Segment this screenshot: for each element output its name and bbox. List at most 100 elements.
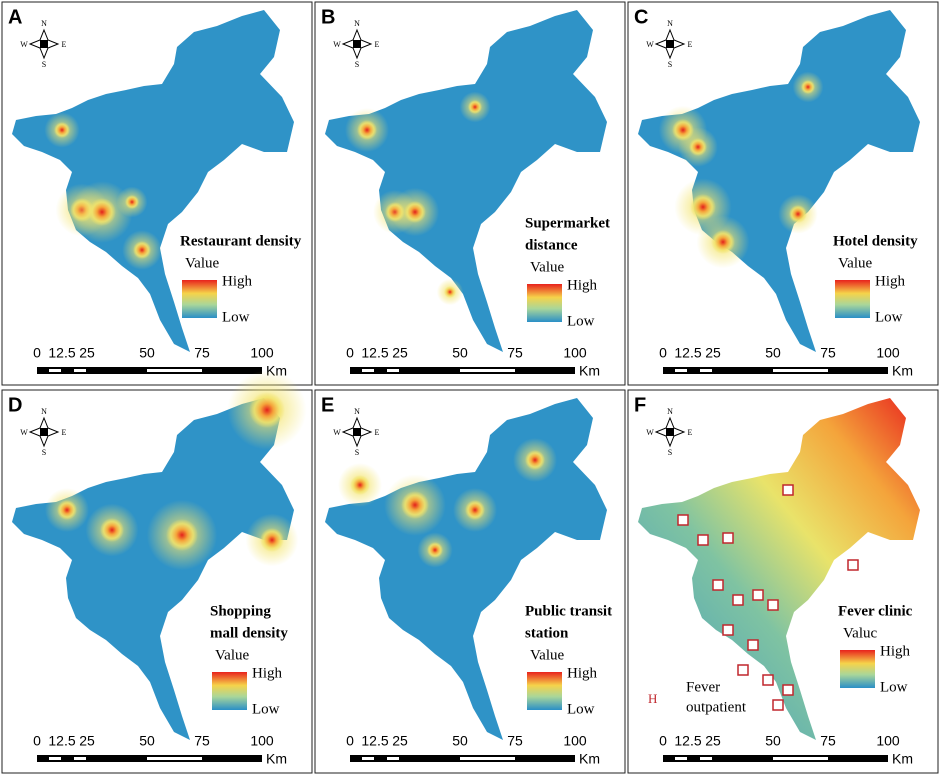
scale-label: 100: [250, 733, 274, 749]
compass-e: E: [375, 428, 380, 437]
region-map: [638, 398, 920, 740]
legend-low: Low: [222, 309, 250, 325]
legend-title: Shopping: [210, 603, 271, 619]
legend-title: station: [525, 625, 569, 641]
legend-low: Low: [875, 309, 903, 325]
marker-symbol: H: [648, 691, 657, 706]
region-map: [325, 10, 607, 352]
panel-letter: B: [321, 6, 335, 28]
clinic-marker: [737, 664, 749, 676]
hotspot: [166, 519, 198, 551]
panel-letter: D: [8, 394, 22, 416]
legend-value-label: Value: [838, 255, 872, 271]
compass-s: S: [355, 60, 359, 69]
legend-title: Restaurant density: [180, 233, 302, 249]
clinic-marker: [782, 484, 794, 496]
color-ramp: [212, 672, 247, 710]
scale-label: 0: [659, 345, 667, 361]
scale-bar-gap: [147, 369, 202, 372]
color-ramp: [527, 284, 562, 322]
scale-bar-gap: [387, 369, 399, 372]
scale-bar-gap: [675, 757, 687, 760]
hotspot: [444, 286, 456, 298]
scale-label: 100: [563, 733, 587, 749]
scale-bar-gap: [147, 757, 202, 760]
legend-low: Low: [567, 701, 595, 717]
compass-center: [40, 428, 48, 436]
scale-label: 75: [194, 345, 210, 361]
legend-title: distance: [525, 237, 578, 253]
scale-label: 25: [79, 345, 95, 361]
legend-low: Low: [252, 701, 280, 717]
compass-e: E: [62, 40, 67, 49]
hotspot: [525, 450, 545, 470]
scale-bar-gap: [773, 757, 828, 760]
color-ramp: [182, 280, 217, 318]
scale-label: 0: [33, 733, 41, 749]
scale-label: 50: [452, 733, 468, 749]
scale-label: 50: [139, 733, 155, 749]
clinic-marker: [677, 514, 689, 526]
panel-letter: A: [8, 6, 22, 28]
legend-low: Low: [880, 679, 908, 695]
legend-title: Public transit: [525, 603, 612, 619]
scale-bar-gap: [362, 369, 374, 372]
scale-label: 12.5: [48, 345, 75, 361]
hotspot: [88, 198, 116, 226]
scale-label: 75: [507, 733, 523, 749]
clinic-marker: [732, 594, 744, 606]
compass-w: W: [646, 40, 654, 49]
scale-bar-gap: [49, 757, 61, 760]
scale-label: 100: [876, 733, 900, 749]
scale-bar-gap: [74, 757, 86, 760]
scale-label: 75: [820, 345, 836, 361]
compass-w: W: [20, 428, 28, 437]
scale-label: 12.5: [674, 345, 701, 361]
hotspot: [801, 80, 815, 94]
compass-e: E: [688, 40, 693, 49]
compass-e: E: [62, 428, 67, 437]
scale-unit: Km: [266, 751, 287, 767]
scale-unit: Km: [579, 363, 600, 379]
clinic-marker: [847, 559, 859, 571]
scale-label: 25: [705, 345, 721, 361]
clinic-marker: [782, 684, 794, 696]
compass-n: N: [354, 407, 360, 416]
panel-letter: E: [321, 394, 334, 416]
color-ramp: [835, 280, 870, 318]
legend-value-label: Value: [530, 647, 564, 663]
scale-bar-gap: [362, 757, 374, 760]
clinic-marker: [772, 699, 784, 711]
hotspot: [260, 528, 284, 552]
scale-label: 100: [563, 345, 587, 361]
scale-bar-gap: [675, 369, 687, 372]
scale-bar-gap: [700, 369, 712, 372]
panel-letter: C: [634, 6, 648, 28]
scale-label: 0: [659, 733, 667, 749]
legend-low: Low: [567, 313, 595, 329]
compass-s: S: [42, 60, 46, 69]
scale-bar-gap: [74, 369, 86, 372]
compass-s: S: [668, 448, 672, 457]
scale-label: 75: [507, 345, 523, 361]
legend-high: High: [222, 273, 253, 289]
scale-label: 100: [250, 345, 274, 361]
region-map: [12, 398, 294, 740]
compass-w: W: [646, 428, 654, 437]
clinic-marker: [747, 639, 759, 651]
compass-e: E: [375, 40, 380, 49]
compass-s: S: [668, 60, 672, 69]
hotspot: [789, 205, 807, 223]
legend-value-label: Value: [530, 259, 564, 275]
panel-letter: F: [634, 394, 646, 416]
compass-s: S: [355, 448, 359, 457]
scale-label: 0: [33, 345, 41, 361]
scale-bar-gap: [460, 369, 515, 372]
region-map: [12, 10, 294, 352]
compass-w: W: [333, 40, 341, 49]
hotspot: [711, 230, 735, 254]
legend-high: High: [567, 665, 598, 681]
scale-label: 25: [392, 345, 408, 361]
